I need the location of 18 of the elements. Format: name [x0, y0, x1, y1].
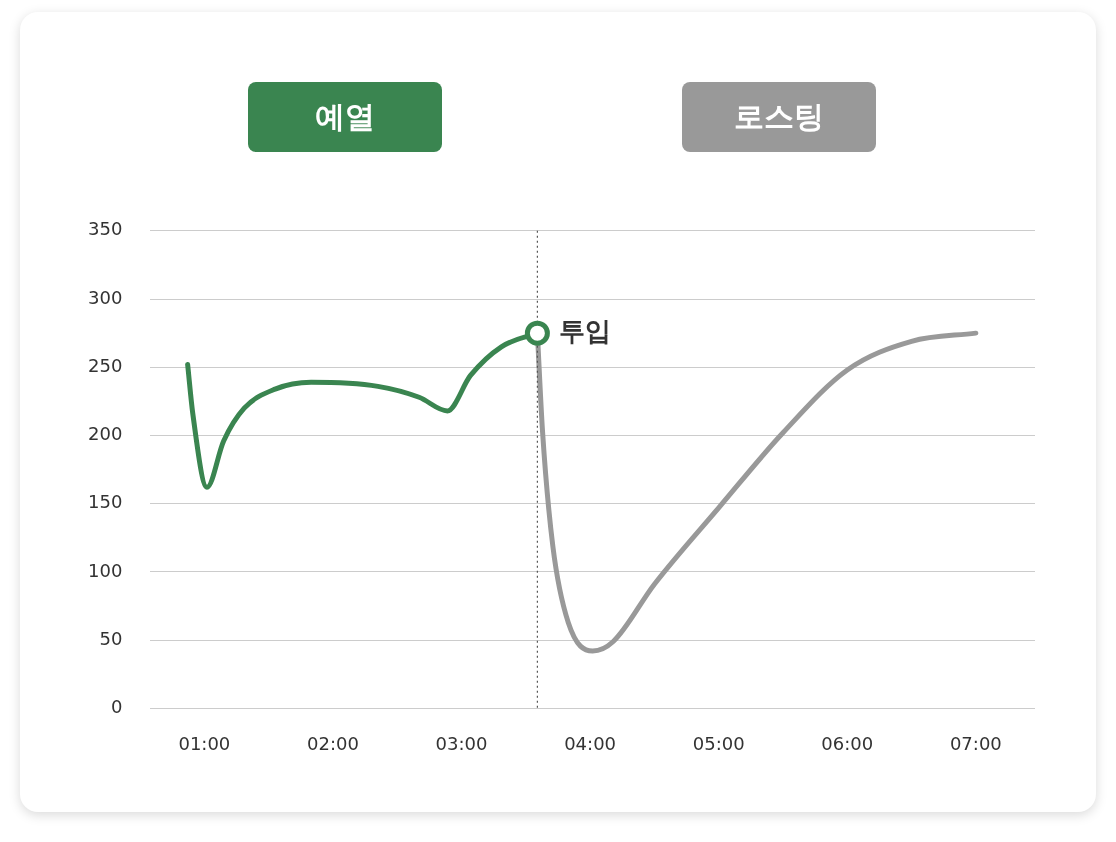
y-tick-label: 50 [99, 627, 123, 649]
text: 로스팅 [682, 82, 876, 152]
text: 예열 [248, 82, 442, 152]
y-tick-label: 300 [88, 286, 123, 308]
y-tick-label: 200 [88, 423, 123, 445]
x-tick-label: 06:00 [821, 732, 874, 754]
y-tick-label: 150 [88, 491, 123, 513]
x-tick-label: 01:00 [178, 732, 231, 754]
x-tick-label: 05:00 [692, 732, 745, 754]
x-tick-label: 03:00 [435, 732, 488, 754]
y-tick-label: 250 [88, 354, 123, 376]
y-tick-label: 100 [88, 559, 123, 581]
x-tick-label: 07:00 [949, 732, 1002, 754]
annotation: 투입 [559, 315, 612, 346]
x-tick-label: 02:00 [307, 732, 359, 754]
x-tick-label: 04:00 [564, 732, 617, 754]
y-tick-label: 350 [88, 218, 123, 240]
y-tick-label: 0 [110, 696, 123, 718]
